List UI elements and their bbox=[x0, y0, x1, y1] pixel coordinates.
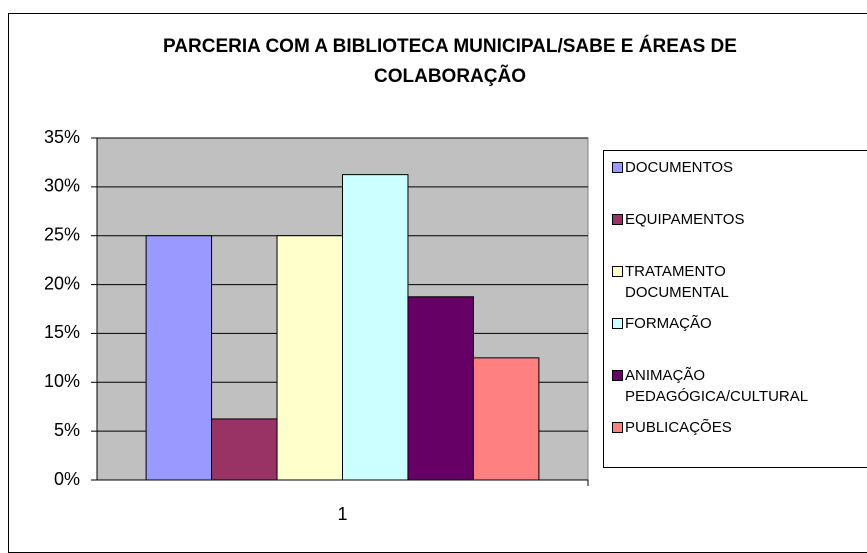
y-tick-label: 30% bbox=[44, 176, 80, 196]
bar bbox=[472, 357, 540, 481]
bar bbox=[342, 174, 409, 481]
legend-label: FORMAÇÃO bbox=[625, 315, 712, 332]
legend-label: TRATAMENTO DOCUMENTAL bbox=[625, 263, 729, 301]
y-tick-label: 0% bbox=[54, 469, 80, 489]
legend-label: ANIMAÇÃO PEDAGÓGICA/CULTURAL bbox=[625, 367, 809, 405]
legend-label: DOCUMENTOS bbox=[625, 159, 734, 176]
y-tick-label: 35% bbox=[44, 127, 80, 147]
y-tick-label: 15% bbox=[44, 322, 80, 342]
bar bbox=[211, 418, 278, 481]
legend-label: EQUIPAMENTOS bbox=[625, 211, 745, 228]
page: PARCERIA COM A BIBLIOTECA MUNICIPAL/SABE… bbox=[8, 13, 867, 553]
legend-label: PUBLICAÇÕES bbox=[625, 419, 732, 436]
bar bbox=[276, 235, 343, 481]
y-tick-label: 10% bbox=[44, 371, 80, 391]
y-tick-label: 20% bbox=[44, 273, 80, 293]
y-tick-label: 25% bbox=[44, 224, 80, 244]
legend-swatch bbox=[612, 214, 623, 225]
y-tick-label: 5% bbox=[54, 420, 80, 440]
legend-swatch bbox=[612, 266, 623, 277]
legend-swatch bbox=[612, 162, 623, 173]
legend: DOCUMENTOS EQUIPAMENTOS TRATAMENTO DOCUMEN… bbox=[603, 150, 867, 468]
bar bbox=[145, 235, 213, 481]
x-tick-label: 1 bbox=[337, 504, 347, 524]
legend-swatch bbox=[612, 370, 623, 381]
legend-swatch bbox=[612, 318, 623, 329]
chart-title: PARCERIA COM A BIBLIOTECA MUNICIPAL/SABE… bbox=[163, 36, 737, 87]
bar bbox=[407, 296, 474, 481]
chart: 0% 5% 10% 15% 20% 25% 30% 35% 1 bbox=[44, 127, 589, 524]
legend-swatch bbox=[612, 422, 623, 433]
